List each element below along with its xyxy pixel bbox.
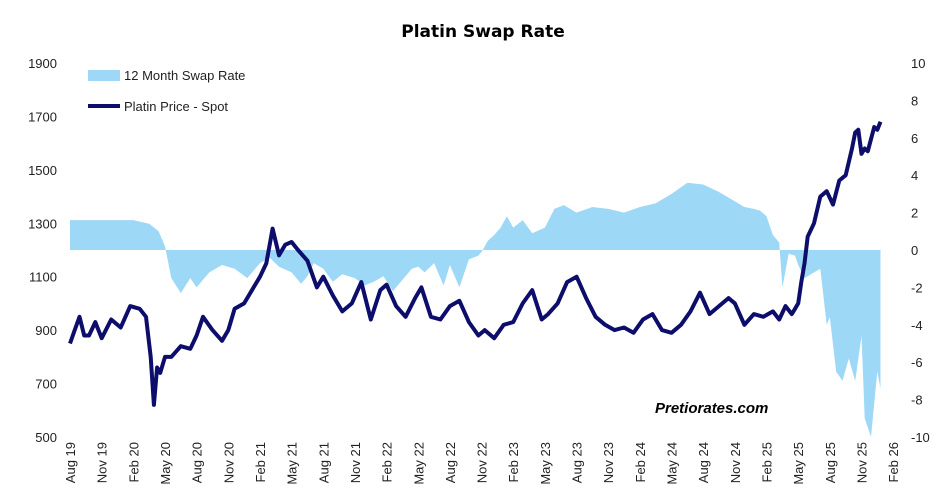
x-tick-label: May 23 (538, 442, 553, 485)
right-tick-label: -10 (911, 430, 930, 445)
watermark-text: Pretiorates.com (655, 400, 768, 417)
x-tick-label: Nov 19 (95, 442, 110, 483)
spot-price-line-series (68, 121, 883, 407)
x-tick-label: Feb 22 (380, 442, 395, 482)
left-tick-label: 1300 (28, 216, 57, 231)
left-axis: 1900 1700 1500 1300 1100 900 700 500 (28, 56, 57, 445)
x-tick-label: May 21 (285, 442, 300, 485)
x-tick-label: Feb 20 (126, 442, 141, 482)
right-tick-label: -8 (911, 393, 923, 408)
right-tick-label: 4 (911, 168, 918, 183)
legend: 12 Month Swap Rate Platin Price - Spot (88, 68, 245, 114)
x-tick-label: Feb 23 (506, 442, 521, 482)
right-axis: 10 8 6 4 2 0 -2 -4 -6 -8 -10 (911, 56, 930, 445)
x-tick-label: Feb 25 (760, 442, 775, 482)
x-tick-label: Nov 23 (601, 442, 616, 483)
right-tick-label: 0 (911, 243, 918, 258)
x-tick-label: Aug 20 (190, 442, 205, 483)
legend-spot-label: Platin Price - Spot (124, 99, 228, 114)
left-tick-label: 700 (35, 377, 57, 392)
left-tick-label: 1900 (28, 56, 57, 71)
x-tick-label: Aug 19 (63, 442, 78, 483)
left-tick-label: 500 (35, 430, 57, 445)
x-tick-label: Nov 20 (221, 442, 236, 483)
legend-swap-swatch (88, 70, 120, 81)
swap-rate-area-series (70, 182, 881, 437)
x-tick-label: Aug 24 (696, 442, 711, 483)
x-tick-label: May 22 (411, 442, 426, 485)
x-tick-label: Nov 24 (728, 442, 743, 483)
x-tick-label: Feb 24 (633, 442, 648, 482)
x-tick-label: Feb 26 (886, 442, 901, 482)
x-tick-label: Nov 22 (475, 442, 490, 483)
x-axis: Aug 19 Nov 19 Feb 20 May 20 Aug 20 Nov 20 Feb … (63, 442, 901, 485)
x-tick-label: Aug 21 (316, 442, 331, 483)
left-tick-label: 1700 (28, 109, 57, 124)
x-tick-label: May 24 (665, 442, 680, 485)
x-tick-label: Aug 25 (823, 442, 838, 483)
left-tick-label: 900 (35, 323, 57, 338)
right-tick-label: 2 (911, 206, 918, 221)
x-tick-label: May 25 (791, 442, 806, 485)
x-tick-label: Feb 21 (253, 442, 268, 482)
right-tick-label: 6 (911, 131, 918, 146)
legend-swap-label: 12 Month Swap Rate (124, 68, 245, 83)
x-tick-label: Nov 21 (348, 442, 363, 483)
right-tick-label: 10 (911, 56, 925, 71)
x-tick-label: Nov 25 (855, 442, 870, 483)
right-tick-label: 8 (911, 93, 918, 108)
left-tick-label: 1500 (28, 163, 57, 178)
spot-price-line (68, 121, 883, 407)
left-tick-label: 1100 (29, 270, 57, 285)
right-tick-label: -2 (911, 280, 923, 295)
swap-rate-area (70, 182, 881, 437)
x-tick-label: Aug 23 (570, 442, 585, 483)
right-tick-label: -4 (911, 318, 923, 333)
x-tick-label: Aug 22 (443, 442, 458, 483)
x-tick-label: May 20 (158, 442, 173, 485)
chart-title: Platin Swap Rate (401, 22, 564, 42)
right-tick-label: -6 (911, 355, 923, 370)
